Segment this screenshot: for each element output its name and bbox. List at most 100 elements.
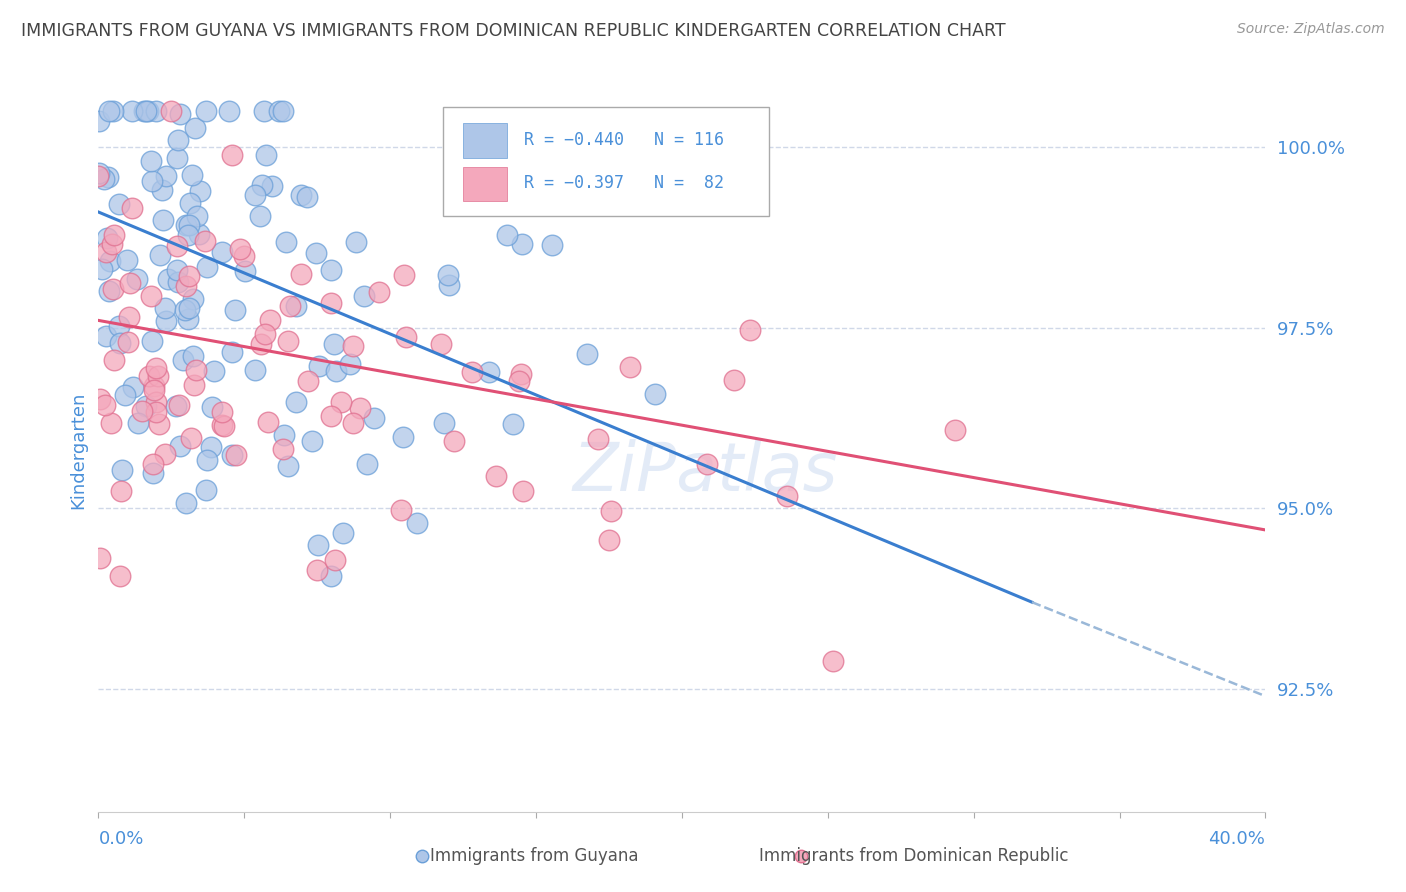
Point — [323, 553, 346, 567]
Point — [502, 417, 524, 432]
Point — [510, 237, 533, 252]
Point — [155, 169, 177, 183]
Point — [290, 188, 312, 202]
Point — [87, 169, 110, 184]
Point — [181, 292, 204, 306]
Point — [512, 483, 534, 498]
Point — [221, 448, 243, 462]
Point — [186, 209, 208, 223]
Point — [142, 383, 165, 397]
Point — [394, 329, 416, 343]
Point — [284, 394, 307, 409]
Point — [135, 399, 157, 413]
Point — [307, 538, 329, 552]
Text: Source: ZipAtlas.com: Source: ZipAtlas.com — [1237, 22, 1385, 37]
Point — [437, 268, 460, 283]
Point — [619, 359, 641, 374]
Point — [184, 121, 207, 136]
Text: IMMIGRANTS FROM GUYANA VS IMMIGRANTS FROM DOMINICAN REPUBLIC KINDERGARTEN CORREL: IMMIGRANTS FROM GUYANA VS IMMIGRANTS FRO… — [21, 22, 1005, 40]
Point — [225, 448, 247, 462]
Point — [224, 303, 246, 318]
Point — [98, 254, 121, 268]
Point — [108, 196, 131, 211]
Point — [212, 419, 235, 434]
Point — [943, 423, 966, 437]
Point — [141, 174, 163, 188]
Point — [101, 103, 124, 118]
FancyBboxPatch shape — [443, 107, 769, 216]
Point — [152, 212, 174, 227]
Point — [149, 248, 172, 262]
Point — [319, 295, 342, 310]
Point — [252, 178, 274, 193]
Point — [195, 260, 218, 274]
Point — [110, 484, 132, 499]
Point — [363, 410, 385, 425]
Point — [599, 504, 621, 518]
Point — [181, 350, 204, 364]
Point — [184, 362, 207, 376]
Point — [277, 334, 299, 348]
Point — [243, 363, 266, 377]
Point — [429, 337, 451, 351]
Point — [344, 235, 367, 250]
Point — [644, 386, 666, 401]
Point — [195, 483, 218, 498]
Point — [142, 379, 165, 393]
Point — [127, 416, 149, 430]
Point — [183, 377, 205, 392]
Point — [167, 275, 190, 289]
Point — [145, 103, 167, 118]
Point — [121, 103, 143, 118]
Point — [155, 313, 177, 327]
Point — [330, 394, 353, 409]
Point — [508, 374, 530, 388]
Point — [94, 245, 117, 260]
Point — [776, 489, 799, 503]
Point — [228, 242, 250, 256]
Point — [308, 359, 330, 373]
Point — [166, 239, 188, 253]
Point — [389, 503, 412, 517]
Point — [271, 103, 294, 118]
Text: R = −0.397   N =  82: R = −0.397 N = 82 — [524, 174, 724, 192]
Point — [405, 516, 427, 531]
Point — [221, 148, 243, 162]
Point — [524, 161, 547, 175]
Point — [111, 463, 134, 477]
Point — [153, 447, 176, 461]
Text: ZiPatlas: ZiPatlas — [572, 439, 838, 505]
Point — [233, 264, 256, 278]
Point — [93, 172, 115, 186]
Point — [108, 319, 131, 334]
Point — [319, 263, 342, 277]
Point — [169, 439, 191, 453]
Point — [165, 399, 187, 413]
Point — [138, 369, 160, 384]
Point — [122, 380, 145, 394]
Text: R = −0.440   N = 116: R = −0.440 N = 116 — [524, 131, 724, 149]
Point — [180, 431, 202, 445]
Point — [696, 457, 718, 471]
Point — [150, 183, 173, 197]
Point — [108, 568, 131, 582]
Point — [117, 252, 139, 267]
Point — [443, 434, 465, 448]
Point — [176, 496, 198, 510]
Point — [135, 103, 157, 118]
Point — [586, 432, 609, 446]
Point — [277, 459, 299, 474]
Point — [167, 398, 190, 412]
Point — [201, 401, 224, 415]
Point — [139, 289, 162, 303]
Point — [142, 458, 165, 472]
Point — [139, 153, 162, 168]
Point — [117, 335, 139, 350]
Point — [301, 434, 323, 449]
Text: Immigrants from Guyana: Immigrants from Guyana — [430, 847, 638, 865]
Point — [221, 345, 243, 359]
Point — [166, 263, 188, 277]
Point — [437, 277, 460, 292]
Point — [131, 404, 153, 418]
Point — [541, 237, 564, 252]
